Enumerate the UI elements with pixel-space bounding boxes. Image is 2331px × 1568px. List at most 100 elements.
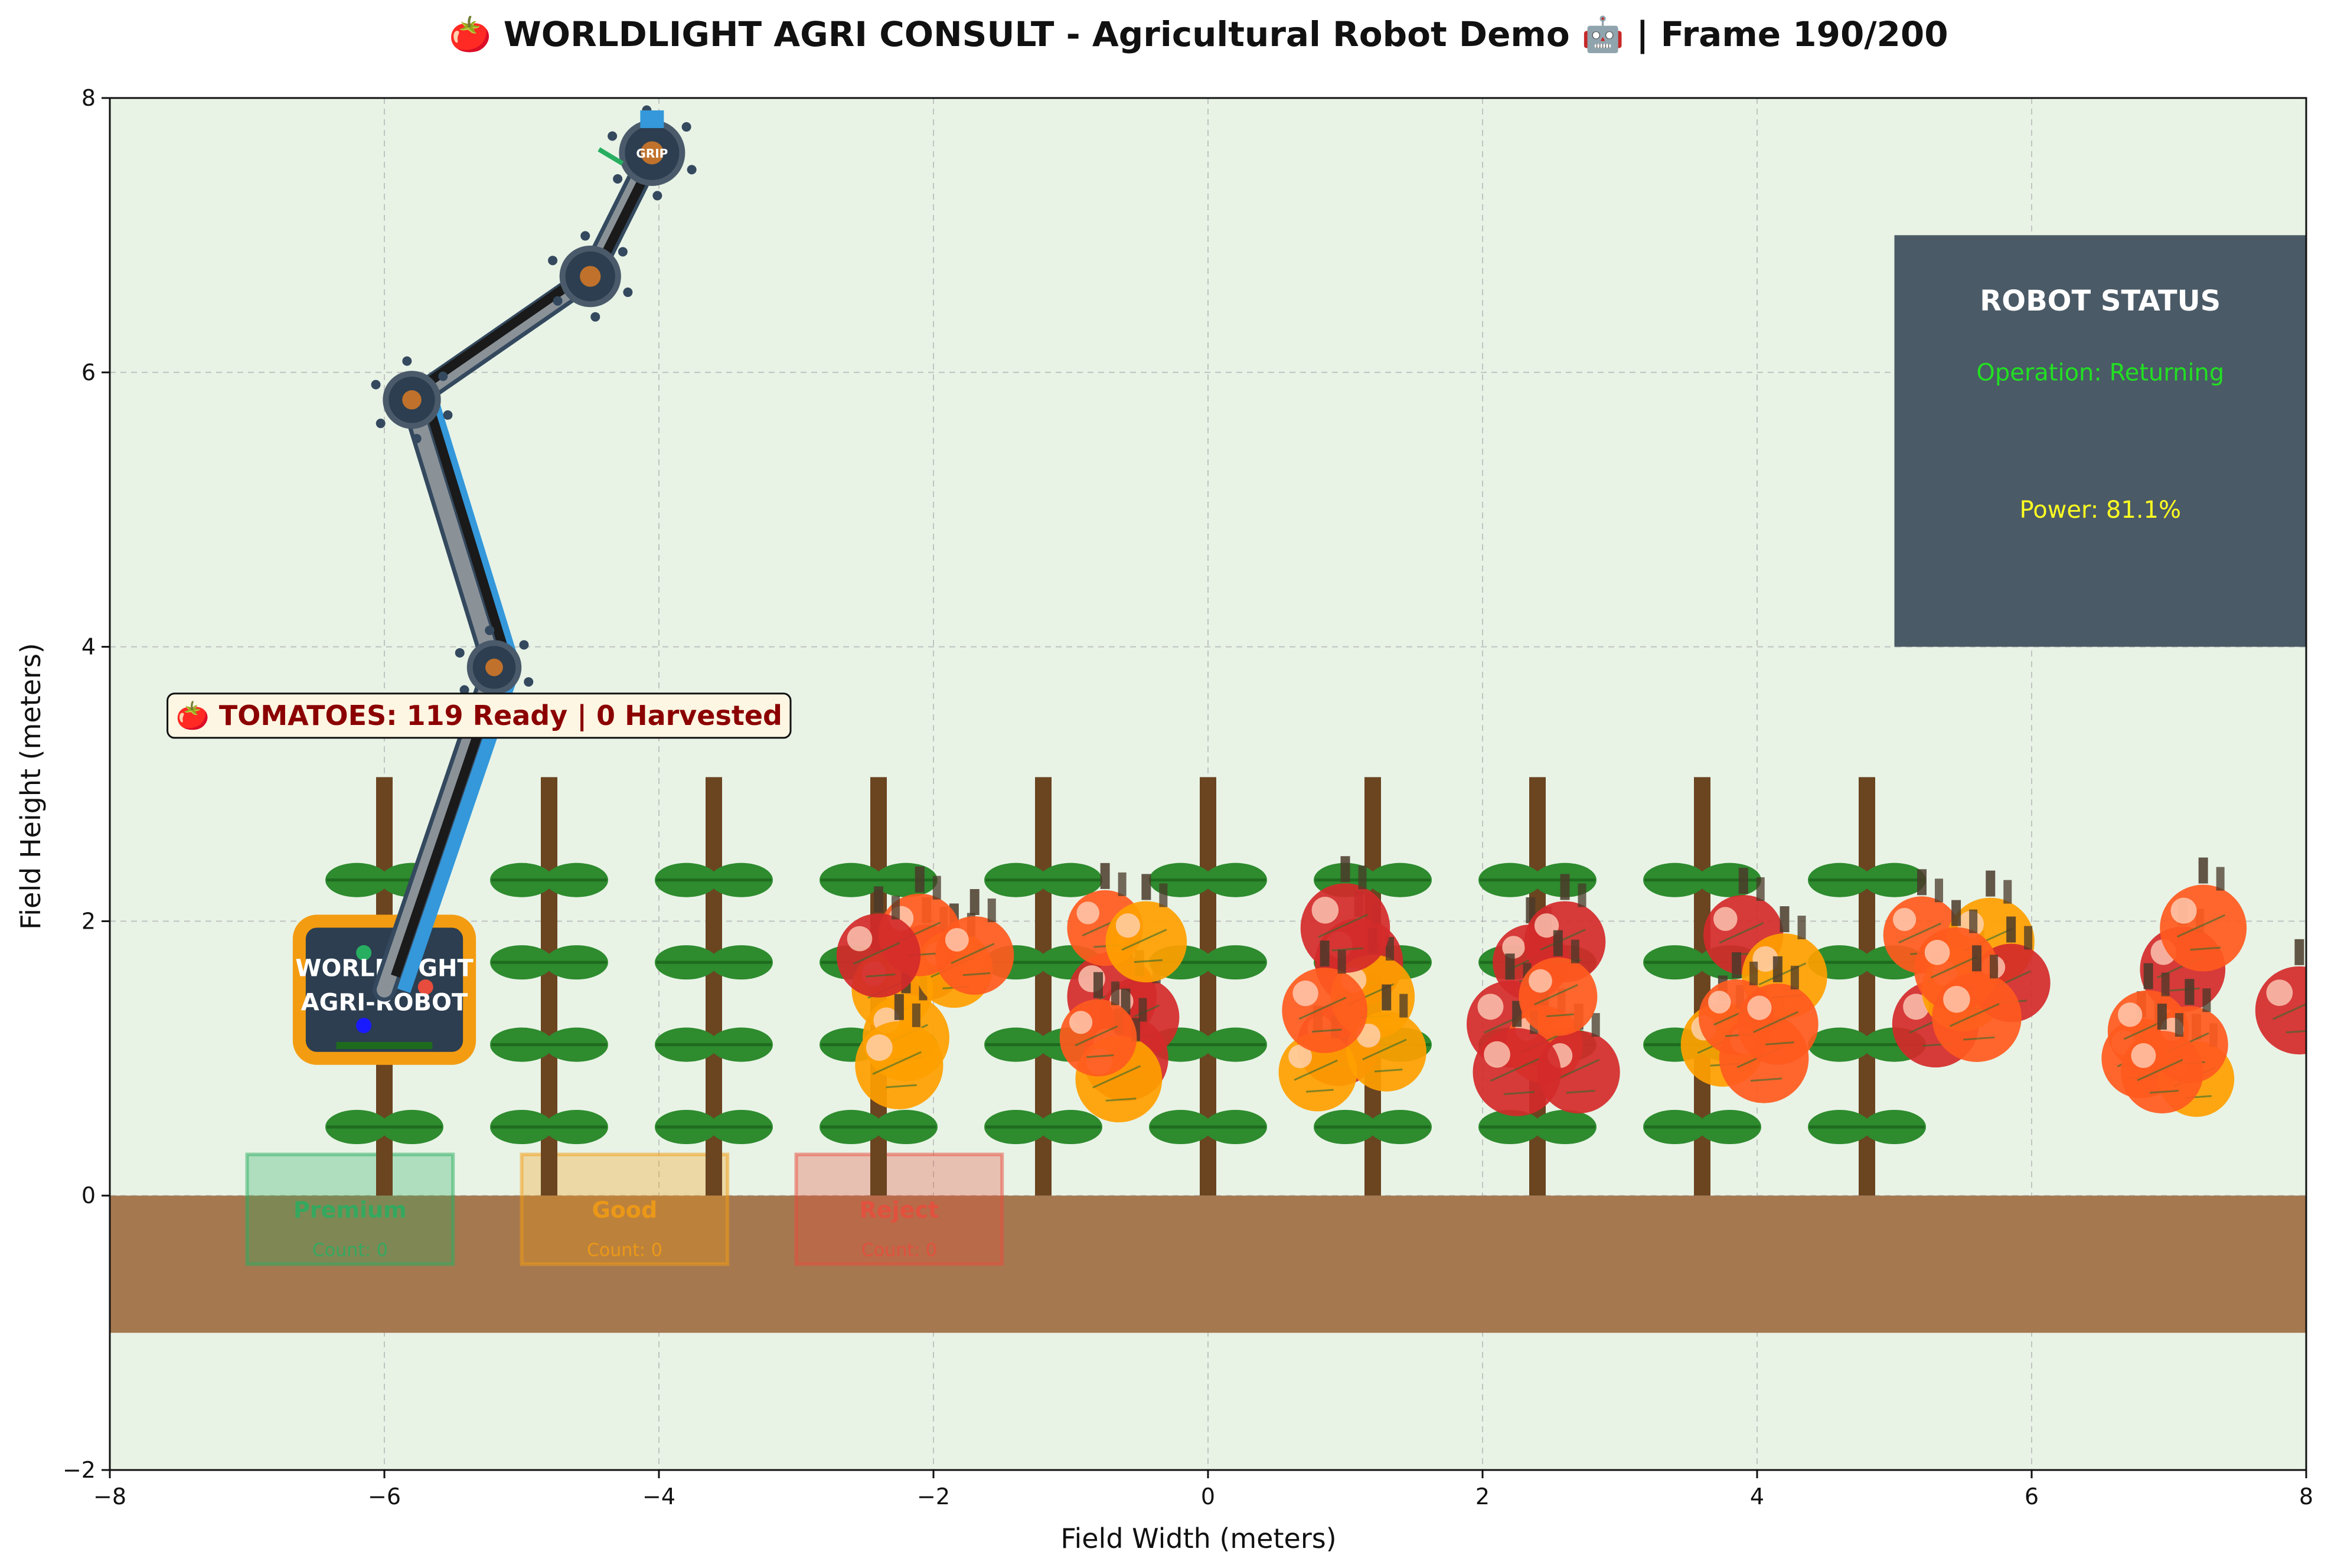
arm-joint-bolt <box>608 131 618 141</box>
y-tick-label: 8 <box>81 85 96 111</box>
tomato-calyx <box>1756 877 1765 901</box>
tomato-counter-text: 🍅 TOMATOES: 119 Ready | 0 Harvested <box>176 700 782 732</box>
arm-joint <box>548 231 633 322</box>
tomato-highlight <box>1477 994 1504 1020</box>
tomato-highlight <box>2266 979 2293 1006</box>
tomato-calyx <box>1797 916 1806 940</box>
tomato-stalk <box>1986 870 1996 897</box>
tomato-vine <box>1540 929 1586 951</box>
tomato-fruit <box>1105 901 1187 983</box>
tomato-stalk <box>894 994 904 1020</box>
tomato-vine <box>1534 984 1578 1005</box>
tomato-vine <box>1750 1077 1782 1082</box>
tomato <box>2255 939 2320 1055</box>
tomato-calyx <box>1159 883 1168 907</box>
tomato-stalk <box>1093 972 1103 998</box>
tomato-stalk <box>1141 874 1151 900</box>
sorting-bin-label: Reject <box>860 1197 939 1223</box>
y-tick-label: 4 <box>81 634 96 660</box>
tomato-stalk <box>1505 953 1515 980</box>
tomato-calyx <box>2312 949 2320 972</box>
tomato-calyx <box>1337 950 1346 974</box>
tomato-calyx <box>1591 1013 1600 1037</box>
robot-led-blue <box>356 1018 372 1034</box>
robot-led-red <box>417 979 433 995</box>
tomato-fruit <box>1737 983 1819 1065</box>
arm-joint-core <box>640 141 664 165</box>
sorting-bin-label: Premium <box>293 1197 407 1223</box>
x-tick-label: 0 <box>1201 1484 1215 1510</box>
tomato-fruit <box>1282 968 1367 1053</box>
tomato-fruit <box>935 916 1014 995</box>
status-operation: Operation: Returning <box>1976 360 2224 387</box>
arm-joint-bolt <box>618 247 628 257</box>
tomato-calyx <box>912 1003 920 1027</box>
sorting-bin-count: Count: 0 <box>861 1240 937 1260</box>
tomato-stalk <box>1560 874 1570 900</box>
x-tick-label: −6 <box>368 1484 401 1510</box>
tomato <box>1519 930 1598 1036</box>
tomato-vine <box>2190 946 2221 951</box>
sorting-bin-count: Count: 0 <box>587 1240 662 1260</box>
tomato-stalk <box>969 889 980 916</box>
arm-joint-bolt <box>681 122 691 132</box>
tomato-plant <box>1643 777 1761 1196</box>
tomato-calyx <box>2175 1013 2183 1037</box>
x-tick-label: 8 <box>2299 1484 2313 1510</box>
tomato-vine <box>1765 1041 1794 1046</box>
tomato-vine <box>1898 922 1942 944</box>
tomato-vine <box>2286 1030 2306 1034</box>
tomato-vine <box>1318 913 1369 938</box>
tomato-highlight <box>1292 980 1318 1007</box>
arm-joint <box>608 105 697 201</box>
tomato-vine <box>1374 1069 1403 1073</box>
tomato <box>1105 874 1187 983</box>
tomato-highlight <box>1708 991 1731 1014</box>
tomato-calyx <box>1935 878 1943 903</box>
x-axis-label: Field Width (meters) <box>1060 1523 1336 1554</box>
tomato-fruit <box>1059 999 1137 1077</box>
tomato-vine <box>2149 1090 2179 1094</box>
tomato-vine <box>1546 1013 1574 1017</box>
tomato-stalk <box>2198 857 2208 884</box>
tomato-calyx <box>1118 872 1127 896</box>
tomato-calyx <box>2202 988 2211 1012</box>
tomato-stalk <box>1512 1001 1522 1027</box>
arm-joint-bolt <box>580 231 590 241</box>
arm-joint-bolt <box>412 433 422 443</box>
tomato-highlight <box>1115 913 1141 938</box>
tomato-highlight <box>1534 913 1559 938</box>
tomato-highlight <box>945 927 969 952</box>
tomato-stalk <box>915 866 925 893</box>
tomato-stalk <box>2294 939 2304 965</box>
tomato-stalk <box>1732 952 1742 978</box>
tomato-highlight <box>1713 907 1738 931</box>
tomato-vine <box>2169 987 2200 992</box>
tomato-stalk <box>2157 1004 2167 1030</box>
tomato-calyx <box>1138 998 1147 1022</box>
tomato-highlight <box>1529 969 1552 993</box>
tomato-highlight <box>866 1034 893 1061</box>
arm-joint-bolt <box>652 191 662 201</box>
tomato <box>1282 940 1367 1053</box>
tomato-calyx <box>2161 972 2170 997</box>
tomato-fruit <box>1473 1028 1561 1116</box>
tomato-fruit <box>2120 1031 2203 1114</box>
tomato-vine <box>1086 1054 1114 1059</box>
x-tick-label: −4 <box>642 1484 675 1510</box>
tomato-stalk <box>1320 940 1330 967</box>
y-tick-label: −2 <box>63 1457 96 1483</box>
tomato-counter: 🍅 TOMATOES: 119 Ready | 0 Harvested <box>166 692 792 739</box>
tomato-fruit <box>2160 884 2247 972</box>
arm-joint-bolt <box>590 312 600 322</box>
tomato-calyx <box>932 876 941 900</box>
tomato-stalk <box>1917 869 1927 896</box>
tomato-stalk <box>1553 930 1563 956</box>
tomato-stalk <box>2006 916 2016 943</box>
tomato-vine <box>2176 914 2225 938</box>
arm-joint-bolt <box>485 625 495 635</box>
tomato-vine <box>1305 1089 1334 1093</box>
tomato <box>2160 857 2247 972</box>
tomato <box>1059 972 1137 1077</box>
tomato-vine <box>1949 1002 2000 1027</box>
